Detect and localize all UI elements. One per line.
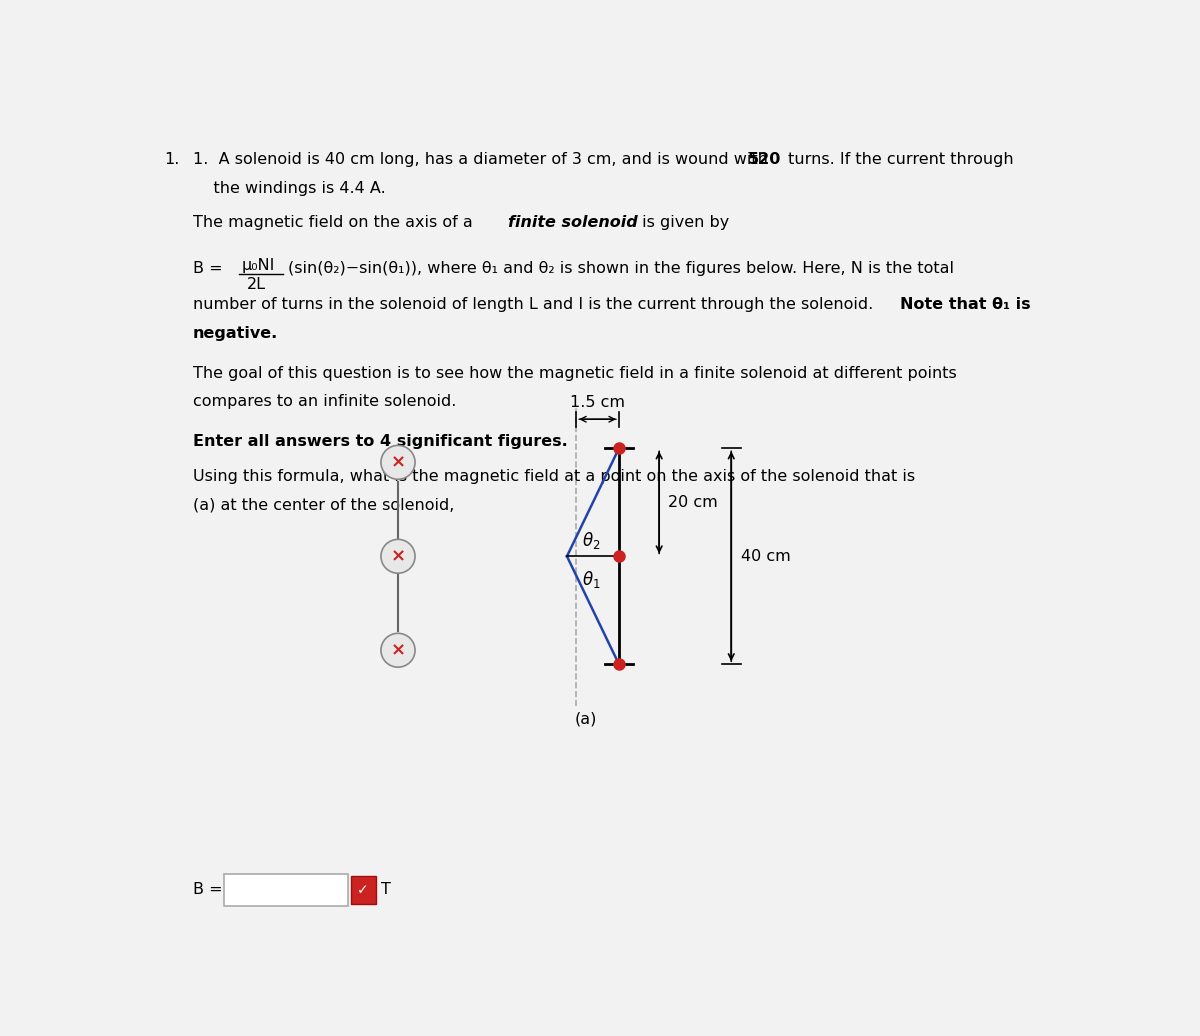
Text: B =: B = (193, 261, 222, 277)
Text: is given by: is given by (637, 215, 728, 230)
Text: ×: × (390, 547, 406, 566)
Text: 2L: 2L (247, 277, 266, 292)
Text: number of turns in the solenoid of length L and I is the current through the sol: number of turns in the solenoid of lengt… (193, 296, 878, 312)
Text: Enter all answers to 4 significant figures.: Enter all answers to 4 significant figur… (193, 434, 568, 449)
Text: 520: 520 (749, 152, 781, 167)
Text: B =: B = (193, 883, 222, 897)
Text: μ₀NI: μ₀NI (241, 258, 275, 274)
Text: negative.: negative. (193, 326, 278, 341)
Text: The goal of this question is to see how the magnetic field in a finite solenoid : The goal of this question is to see how … (193, 366, 956, 381)
Text: T: T (380, 883, 391, 897)
Text: 1.: 1. (164, 152, 179, 167)
Text: $\theta_1$: $\theta_1$ (582, 569, 601, 589)
Text: compares to an infinite solenoid.: compares to an infinite solenoid. (193, 394, 456, 409)
Text: (a) at the center of the solenoid,: (a) at the center of the solenoid, (193, 497, 454, 512)
Text: 20 cm: 20 cm (668, 495, 719, 510)
Text: Using this formula, what is the magnetic field at a point on the axis of the sol: Using this formula, what is the magnetic… (193, 469, 914, 484)
Text: the windings is 4.4 A.: the windings is 4.4 A. (193, 181, 385, 196)
Text: 40 cm: 40 cm (740, 549, 791, 564)
Circle shape (380, 540, 415, 573)
Text: The magnetic field on the axis of a: The magnetic field on the axis of a (193, 215, 478, 230)
Text: 1.5 cm: 1.5 cm (570, 395, 625, 410)
Text: turns. If the current through: turns. If the current through (784, 152, 1014, 167)
Text: ×: × (390, 454, 406, 471)
Circle shape (380, 633, 415, 667)
Text: finite solenoid: finite solenoid (508, 215, 638, 230)
Text: ×: × (390, 641, 406, 659)
Text: (a): (a) (575, 712, 598, 727)
Text: 1.  A solenoid is 40 cm long, has a diameter of 3 cm, and is wound with: 1. A solenoid is 40 cm long, has a diame… (193, 152, 773, 167)
Text: Note that θ₁ is: Note that θ₁ is (900, 296, 1031, 312)
Text: ✓: ✓ (358, 883, 368, 897)
Text: (sin(θ₂)−sin(θ₁)), where θ₁ and θ₂ is shown in the figures below. Here, N is the: (sin(θ₂)−sin(θ₁)), where θ₁ and θ₂ is sh… (288, 261, 954, 277)
FancyBboxPatch shape (350, 875, 376, 903)
FancyBboxPatch shape (224, 873, 348, 905)
Text: $\theta_2$: $\theta_2$ (582, 530, 601, 551)
Circle shape (380, 445, 415, 480)
